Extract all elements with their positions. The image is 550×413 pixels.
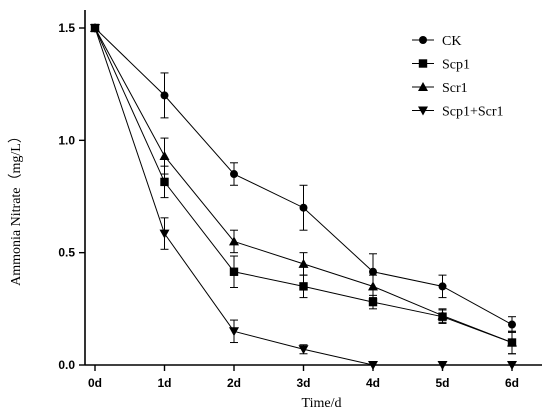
legend-item: CK bbox=[412, 34, 461, 49]
legend: CK Scp1 Scr1 Scp1+Scr1 bbox=[412, 34, 504, 120]
legend-marker bbox=[418, 82, 428, 91]
data-point bbox=[299, 203, 308, 212]
x-tick-label: 4d bbox=[366, 376, 380, 390]
x-axis-title: Time/d bbox=[302, 396, 342, 411]
data-point bbox=[90, 24, 100, 33]
data-point bbox=[438, 282, 447, 291]
data-point bbox=[229, 236, 239, 246]
tick-group: 0.0 0.5 1.0 1.5 0d 1d 2d 3d 4d 5d 6d bbox=[58, 21, 519, 390]
data-point bbox=[299, 282, 308, 291]
legend-marker bbox=[419, 36, 427, 44]
legend-label: Scp1+Scr1 bbox=[442, 105, 504, 120]
x-tick-label: 2d bbox=[227, 376, 241, 390]
data-point bbox=[159, 151, 170, 161]
data-point bbox=[368, 297, 378, 307]
data-point bbox=[437, 310, 448, 320]
data-point bbox=[160, 91, 169, 100]
data-point bbox=[298, 258, 309, 268]
legend-label: Scp1 bbox=[442, 58, 470, 73]
y-tick-label: 0.0 bbox=[58, 358, 75, 372]
data-point bbox=[298, 345, 309, 355]
data-point bbox=[508, 320, 516, 329]
legend-marker bbox=[418, 59, 428, 68]
legend-item: Scr1 bbox=[412, 81, 468, 96]
data-point bbox=[229, 267, 239, 276]
data-point bbox=[507, 337, 517, 347]
series-group bbox=[90, 23, 517, 370]
axes bbox=[84, 10, 542, 366]
legend-label: Scr1 bbox=[442, 81, 468, 96]
legend-marker bbox=[418, 106, 428, 116]
data-point bbox=[369, 267, 377, 276]
legend-label: CK bbox=[442, 34, 461, 49]
legend-item: Scp1 bbox=[412, 58, 470, 73]
series-scp1-scr1 bbox=[90, 24, 517, 370]
y-tick-label: 1.0 bbox=[58, 133, 75, 147]
data-point bbox=[229, 327, 239, 337]
data-point bbox=[368, 281, 378, 291]
y-tick-label: 0.5 bbox=[58, 246, 75, 260]
x-tick-label: 0d bbox=[88, 376, 102, 390]
legend-item: Scp1+Scr1 bbox=[412, 105, 504, 120]
data-point bbox=[507, 361, 517, 370]
data-point bbox=[159, 229, 170, 239]
series-scr1 bbox=[90, 23, 517, 355]
y-axis-title: Ammonia Nitrate（mg/L） bbox=[8, 129, 24, 286]
y-tick-label: 1.5 bbox=[58, 21, 75, 35]
x-tick-label: 1d bbox=[157, 376, 171, 390]
data-point bbox=[230, 170, 238, 179]
x-tick-label: 3d bbox=[296, 376, 310, 390]
data-point bbox=[437, 361, 448, 370]
data-point bbox=[160, 177, 169, 187]
data-point bbox=[368, 361, 378, 370]
x-tick-label: 6d bbox=[505, 376, 519, 390]
x-tick-label: 5d bbox=[435, 376, 449, 390]
